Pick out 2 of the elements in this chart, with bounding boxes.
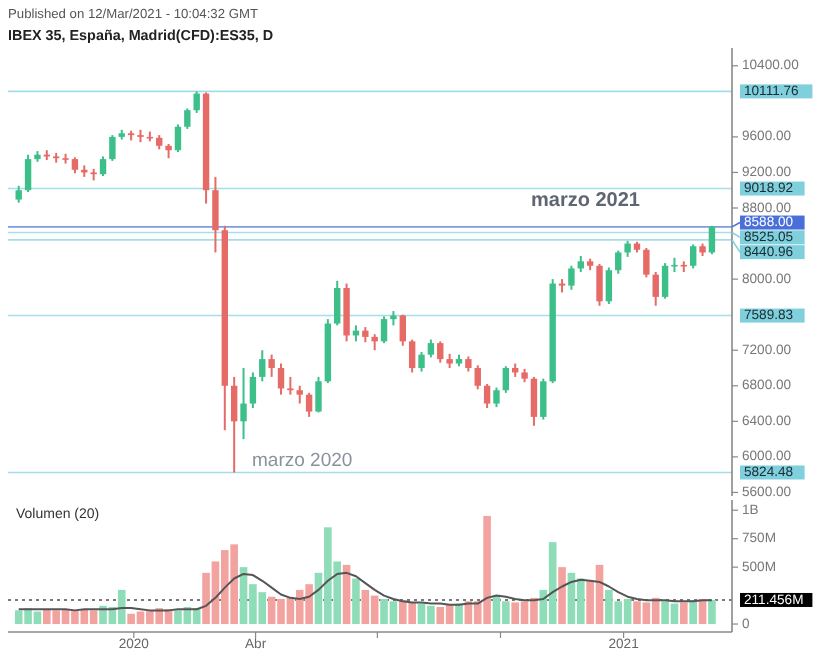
annotation: marzo 2021 — [531, 190, 641, 212]
annotation: marzo 2020 — [252, 450, 353, 472]
